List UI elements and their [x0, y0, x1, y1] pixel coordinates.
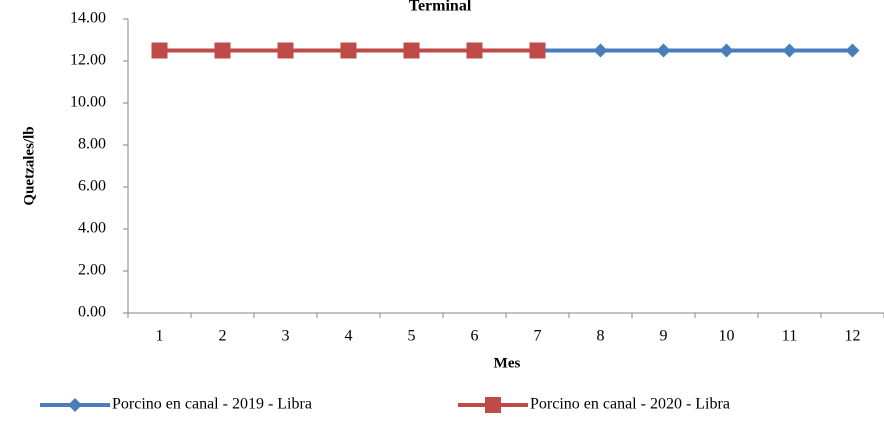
data-point [340, 42, 357, 59]
x-tick-label: 5 [408, 328, 416, 345]
x-tick-label: 6 [471, 328, 479, 345]
y-tick-label: 10.00 [70, 94, 106, 111]
data-point [466, 42, 483, 59]
x-tick-label: 2 [219, 328, 227, 345]
x-tick-label: 11 [782, 328, 797, 345]
data-point [656, 43, 671, 58]
legend-label: Porcino en canal - 2019 - Libra [112, 396, 312, 413]
data-point [782, 43, 797, 58]
data-point [151, 42, 168, 59]
y-tick-label: 0.00 [78, 304, 106, 321]
y-tick-label: 14.00 [70, 10, 106, 27]
y-tick-label: 8.00 [78, 136, 106, 153]
x-tick-label: 7 [534, 328, 542, 345]
x-tick-label: 4 [345, 328, 353, 345]
x-tick-label: 10 [719, 328, 735, 345]
data-point [845, 43, 860, 58]
data-point [403, 42, 420, 59]
x-axis-label: Mes [494, 355, 521, 371]
y-tick-label: 4.00 [78, 220, 106, 237]
x-tick-label: 1 [156, 328, 164, 345]
x-tick-label: 3 [282, 328, 290, 345]
data-point [277, 42, 294, 59]
y-tick-label: 2.00 [78, 262, 106, 279]
data-point [719, 43, 734, 58]
legend-label: Porcino en canal - 2020 - Libra [530, 396, 730, 413]
chart-title: Terminal [409, 0, 472, 15]
y-tick-label: 12.00 [70, 52, 106, 69]
x-tick-label: 12 [845, 328, 861, 345]
legend-marker [485, 397, 501, 413]
y-tick-label: 6.00 [78, 178, 106, 195]
data-point [529, 42, 546, 59]
y-axis-label: Quetzales/lb [21, 126, 37, 205]
x-tick-label: 9 [660, 328, 668, 345]
data-point [593, 43, 608, 58]
x-tick-label: 8 [597, 328, 605, 345]
legend-marker [68, 398, 82, 412]
data-point [214, 42, 231, 59]
